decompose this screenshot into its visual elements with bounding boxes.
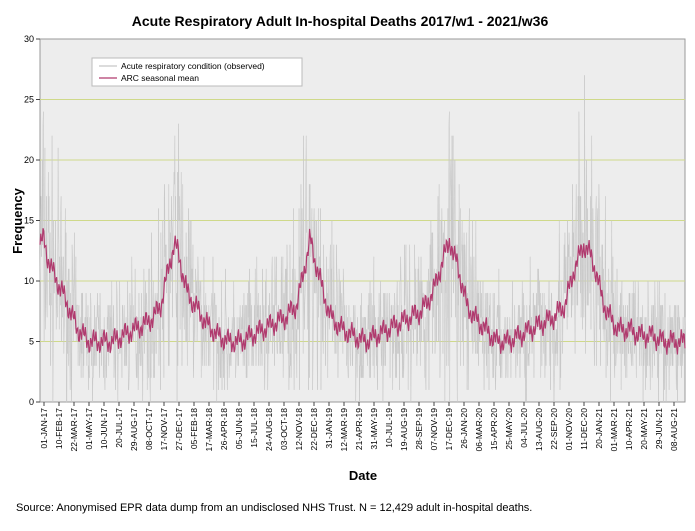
x-tick-label: 31-MAY-19 bbox=[369, 408, 379, 450]
x-tick-label: 20-MAY-21 bbox=[639, 408, 649, 450]
y-tick-label: 25 bbox=[24, 95, 34, 105]
source-footnote: Source: Anonymised EPR data dump from an… bbox=[16, 502, 533, 514]
x-tick-label: 05-FEB-18 bbox=[189, 408, 199, 449]
x-tick-label: 26-JAN-20 bbox=[459, 408, 469, 449]
x-tick-label: 17-MAR-18 bbox=[204, 408, 214, 452]
x-tick-label: 19-AUG-19 bbox=[399, 408, 409, 451]
x-tick-label: 10-APR-21 bbox=[624, 408, 634, 450]
legend-label-observed: Acute respiratory condition (observed) bbox=[121, 61, 265, 71]
y-tick-label: 10 bbox=[24, 276, 34, 286]
legend-label-mean: ARC seasonal mean bbox=[121, 73, 199, 83]
y-tick-label: 5 bbox=[29, 337, 34, 347]
x-tick-label: 05-JUN-18 bbox=[234, 408, 244, 449]
x-tick-label: 27-DEC-17 bbox=[174, 408, 184, 451]
x-tick-label: 22-DEC-18 bbox=[309, 408, 319, 451]
x-tick-label: 26-APR-18 bbox=[219, 408, 229, 450]
x-tick-label: 17-NOV-17 bbox=[159, 408, 169, 451]
x-tick-label: 01-JAN-17 bbox=[39, 408, 49, 449]
y-axis-label: Frequency bbox=[10, 187, 25, 254]
x-tick-label: 11-DEC-20 bbox=[579, 408, 589, 450]
y-tick-label: 0 bbox=[29, 397, 34, 407]
x-tick-label: 10-JUL-19 bbox=[384, 408, 394, 448]
x-tick-label: 08-AUG-21 bbox=[669, 408, 679, 451]
x-tick-label: 10-JUN-17 bbox=[99, 408, 109, 449]
x-tick-label: 15-JUL-18 bbox=[249, 408, 259, 448]
x-tick-label: 01-MAY-17 bbox=[84, 408, 94, 450]
y-tick-label: 15 bbox=[24, 216, 34, 226]
y-tick-label: 20 bbox=[24, 155, 34, 165]
x-tick-label: 01-MAR-21 bbox=[609, 408, 619, 452]
x-tick-label: 31-JAN-19 bbox=[324, 408, 334, 449]
x-tick-label: 06-MAR-20 bbox=[474, 408, 484, 452]
x-tick-label: 28-SEP-19 bbox=[414, 408, 424, 450]
x-axis-label: Date bbox=[349, 468, 377, 483]
mean-line bbox=[39, 228, 686, 355]
y-tick-label: 30 bbox=[24, 34, 34, 44]
x-axis: 01-JAN-17 10-FEB-17 22-MAR-17 01-MAY-17 10-J… bbox=[39, 402, 679, 451]
x-tick-label: 22-SEP-20 bbox=[549, 408, 559, 450]
x-tick-label: 07-NOV-19 bbox=[429, 408, 439, 451]
x-tick-label: 12-NOV-18 bbox=[294, 408, 304, 451]
legend: Acute respiratory condition (observed) A… bbox=[91, 57, 303, 87]
x-tick-label: 17-DEC-19 bbox=[444, 408, 454, 451]
x-tick-label: 08-OCT-17 bbox=[144, 408, 154, 450]
chart-title: Acute Respiratory Adult In-hospital Deat… bbox=[132, 13, 549, 29]
y-axis: 0 5 10 15 20 25 30 bbox=[24, 34, 40, 407]
x-tick-label: 21-APR-19 bbox=[354, 408, 364, 450]
x-tick-label: 22-MAR-17 bbox=[69, 408, 79, 452]
x-tick-label: 04-JUL-20 bbox=[519, 408, 529, 448]
x-tick-label: 24-AUG-18 bbox=[264, 408, 274, 451]
mean-series bbox=[39, 228, 686, 355]
x-tick-label: 13-AUG-20 bbox=[534, 408, 544, 451]
x-tick-label: 10-FEB-17 bbox=[54, 408, 64, 449]
x-tick-label: 03-OCT-18 bbox=[279, 408, 289, 450]
legend-box bbox=[91, 57, 303, 87]
x-tick-label: 29-AUG-17 bbox=[129, 408, 139, 451]
x-tick-label: 20-JAN-21 bbox=[594, 408, 604, 449]
x-tick-label: 20-JUL-17 bbox=[114, 408, 124, 448]
x-tick-label: 29-JUN-21 bbox=[654, 408, 664, 449]
x-tick-label: 15-APR-20 bbox=[489, 408, 499, 450]
x-tick-label: 01-NOV-20 bbox=[564, 408, 574, 451]
x-tick-label: 12-MAR-19 bbox=[339, 408, 349, 452]
x-tick-label: 25-MAY-20 bbox=[504, 408, 514, 450]
